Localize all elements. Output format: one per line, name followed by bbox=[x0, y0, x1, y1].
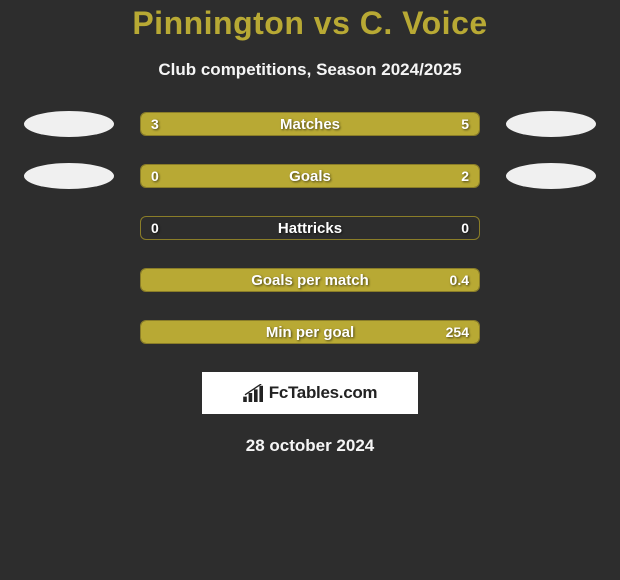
team-badge-right bbox=[506, 111, 596, 137]
stat-bar: 0.4Goals per match bbox=[140, 268, 480, 292]
stat-bar: 02Goals bbox=[140, 164, 480, 188]
stat-row: 35Matches bbox=[0, 112, 620, 136]
team-badge-left bbox=[24, 163, 114, 189]
stat-row: 0.4Goals per match bbox=[0, 268, 620, 292]
badge-ellipse bbox=[24, 111, 114, 137]
stat-label: Matches bbox=[141, 113, 479, 135]
chart-icon bbox=[243, 384, 265, 402]
stat-label: Hattricks bbox=[141, 217, 479, 239]
stats-list: 35Matches 02Goals 00Hattricks 0.4Goals per … bbox=[0, 112, 620, 344]
stat-row: 00Hattricks bbox=[0, 216, 620, 240]
date-text: 28 october 2024 bbox=[0, 436, 620, 456]
stat-bar: 254Min per goal bbox=[140, 320, 480, 344]
logo-inner: FcTables.com bbox=[243, 383, 378, 403]
page-title: Pinnington vs C. Voice bbox=[0, 5, 620, 42]
badge-ellipse bbox=[506, 111, 596, 137]
team-badge-left bbox=[24, 111, 114, 137]
stat-label: Goals bbox=[141, 165, 479, 187]
stat-row: 02Goals bbox=[0, 164, 620, 188]
stat-bar: 35Matches bbox=[140, 112, 480, 136]
subtitle: Club competitions, Season 2024/2025 bbox=[0, 60, 620, 80]
stat-label: Min per goal bbox=[141, 321, 479, 343]
team-badge-right bbox=[506, 163, 596, 189]
stat-bar: 00Hattricks bbox=[140, 216, 480, 240]
badge-ellipse bbox=[24, 163, 114, 189]
stat-row: 254Min per goal bbox=[0, 320, 620, 344]
comparison-card: Pinnington vs C. Voice Club competitions… bbox=[0, 0, 620, 456]
logo-text: FcTables.com bbox=[269, 383, 378, 403]
stat-label: Goals per match bbox=[141, 269, 479, 291]
badge-ellipse bbox=[506, 163, 596, 189]
logo-box[interactable]: FcTables.com bbox=[202, 372, 418, 414]
